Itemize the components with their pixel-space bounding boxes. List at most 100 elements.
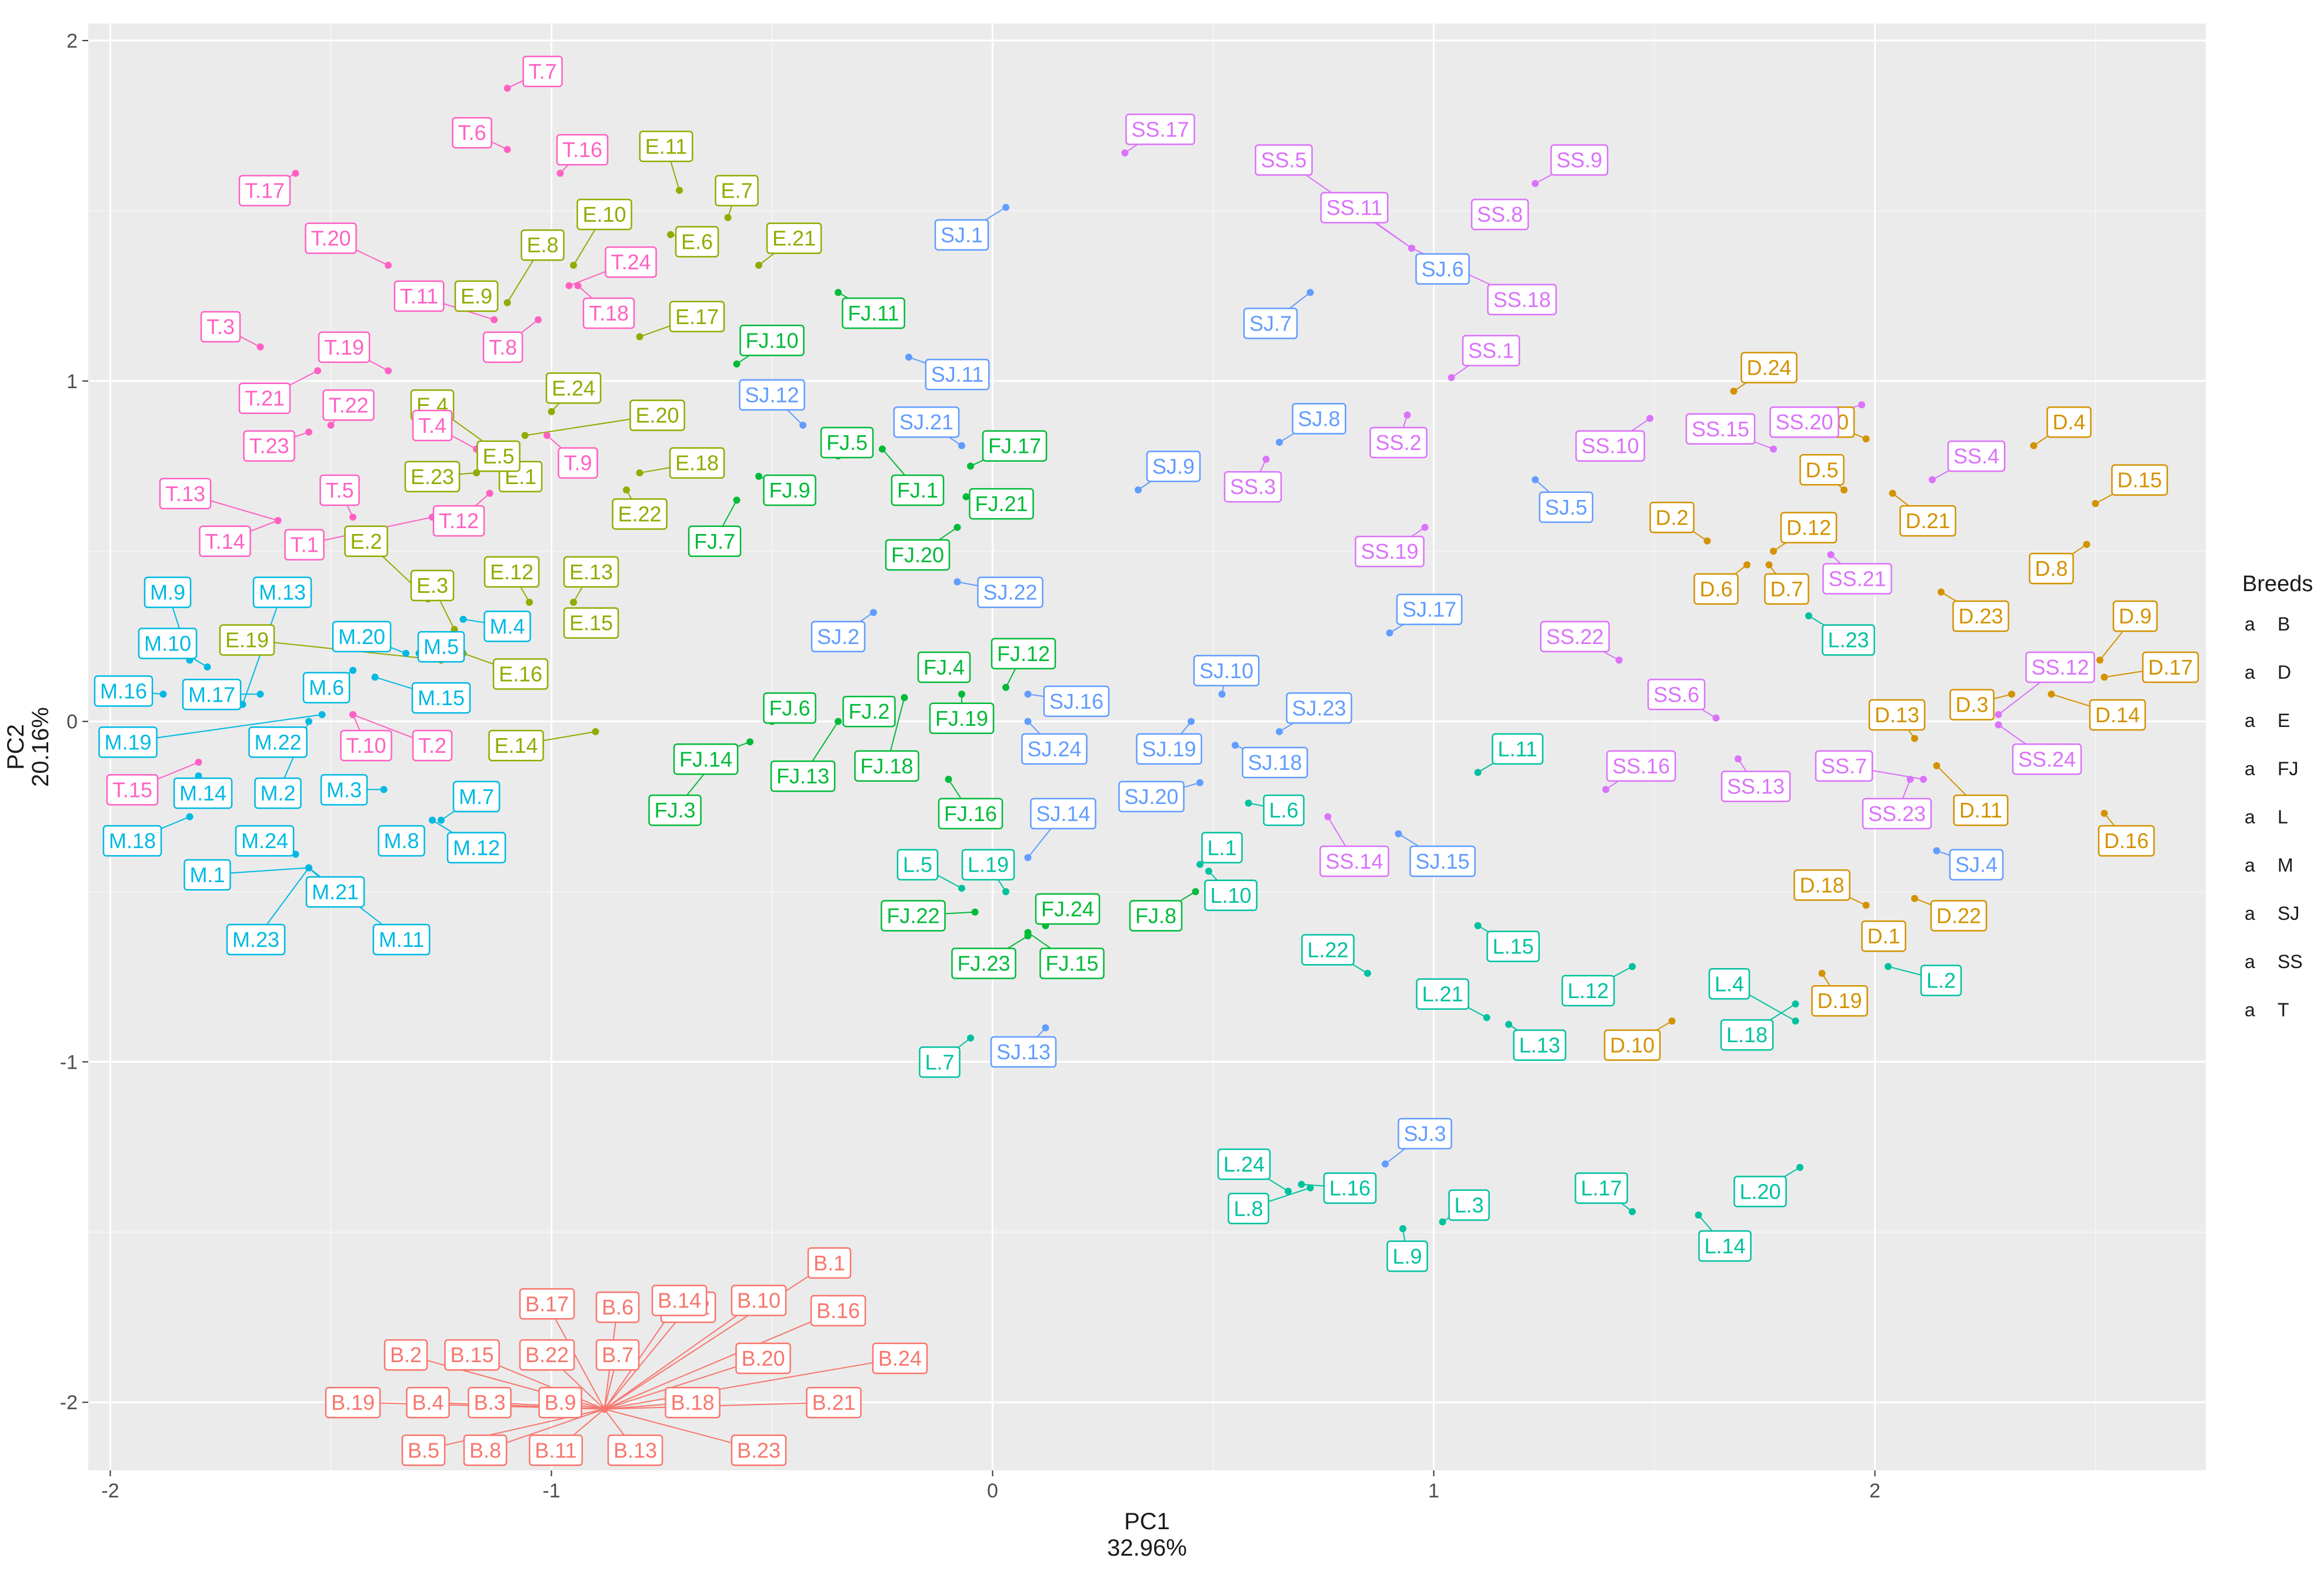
label-box	[1396, 593, 1463, 625]
data-point	[1042, 1024, 1049, 1032]
label-text: B.11	[535, 1438, 576, 1462]
label-text: M.24	[241, 829, 288, 853]
data-point	[636, 469, 643, 477]
data-point	[967, 1034, 974, 1042]
label-text: FJ.20	[891, 543, 944, 567]
label-text: D.15	[2117, 468, 2162, 492]
label-text: SS.21	[1828, 566, 1886, 591]
label-box	[885, 539, 951, 571]
data-point	[1703, 537, 1711, 545]
sample-label: D.6	[1693, 573, 1739, 605]
sample-label: L.15	[1486, 930, 1540, 962]
sample-label: M.7	[452, 780, 501, 813]
label-box	[144, 576, 192, 608]
label-box	[917, 651, 971, 683]
label-box	[406, 1386, 450, 1419]
label-box	[1811, 985, 1868, 1017]
label-box	[1471, 198, 1529, 231]
label-box	[810, 1295, 866, 1327]
sample-label: SJ.23	[1286, 692, 1352, 724]
label-text: B.7	[602, 1343, 633, 1367]
label-text: E.21	[772, 226, 816, 251]
data-point	[548, 408, 555, 415]
label-text: E.6	[681, 229, 713, 253]
label-box	[401, 1434, 446, 1466]
sample-label: FJ.14	[673, 743, 739, 775]
data-point	[755, 261, 762, 269]
label-text: D.22	[1936, 904, 1981, 928]
label-text: M.23	[232, 928, 279, 952]
data-point	[491, 316, 498, 323]
data-point	[835, 289, 842, 296]
label-text: T.24	[611, 250, 651, 274]
data-point	[2096, 656, 2103, 664]
sample-label: B.6	[595, 1291, 640, 1323]
data-point	[1408, 245, 1415, 252]
label-text: B.17	[525, 1292, 569, 1316]
label-text: L.21	[1422, 982, 1463, 1006]
legend-title: Breeds	[2242, 572, 2313, 596]
sample-label: B.22	[519, 1339, 575, 1371]
label-box	[538, 1386, 582, 1419]
label-box	[1242, 746, 1308, 779]
data-point	[544, 432, 551, 439]
data-point	[1002, 203, 1009, 211]
sample-label: FJ.16	[938, 798, 1003, 830]
label-box	[184, 859, 231, 891]
label-box	[452, 116, 492, 149]
data-point	[1024, 718, 1032, 725]
data-point	[2092, 500, 2099, 508]
label-text: E.23	[411, 465, 454, 489]
sample-label: L.4	[1708, 968, 1750, 1000]
data-point	[349, 513, 356, 521]
sample-label: SS.4	[1947, 440, 2006, 472]
data-point	[601, 1405, 608, 1413]
label-text: L.20	[1739, 1179, 1780, 1203]
sample-label: L.13	[1513, 1029, 1566, 1061]
label-box	[1741, 352, 1798, 383]
label-text: L.4	[1715, 972, 1744, 996]
label-box	[582, 297, 635, 329]
legend-key: a	[2245, 758, 2255, 779]
sample-label: SS.18	[1487, 283, 1557, 316]
data-point	[667, 231, 674, 238]
label-text: T.10	[346, 733, 386, 758]
label-text: D.7	[1770, 577, 1803, 601]
label-box	[1386, 1240, 1428, 1272]
data-point	[733, 496, 741, 504]
label-box	[648, 794, 702, 826]
label-box	[305, 222, 357, 254]
sample-label: L.3	[1448, 1189, 1490, 1221]
sample-label: SJ.3	[1398, 1117, 1452, 1150]
label-box	[934, 219, 989, 251]
data-point	[724, 213, 732, 221]
sample-label: FJ.3	[648, 794, 702, 826]
label-box	[1799, 454, 1845, 486]
label-text: M.16	[100, 679, 147, 703]
sample-label: SJ.1	[934, 219, 989, 251]
label-text: SS.1	[1468, 339, 1514, 363]
label-box	[372, 923, 431, 956]
label-box	[731, 1285, 787, 1316]
label-box	[1118, 780, 1185, 813]
data-point	[1906, 775, 1914, 783]
label-text: B.18	[671, 1390, 714, 1414]
label-text: FJ.3	[654, 798, 695, 822]
label-text: T.22	[328, 393, 368, 417]
sample-label: B.9	[538, 1386, 582, 1419]
leader-line	[128, 714, 322, 743]
label-box	[2046, 406, 2092, 438]
label-text: L.11	[1498, 737, 1537, 761]
sample-label: T.14	[199, 525, 251, 558]
label-box	[715, 175, 759, 206]
label-box	[1204, 879, 1258, 912]
label-box	[182, 679, 242, 710]
label-text: D.1	[1867, 924, 1900, 948]
data-point	[1196, 779, 1203, 786]
label-text: E.20	[635, 403, 679, 428]
label-box	[248, 726, 308, 758]
data-point	[958, 442, 965, 449]
label-box	[432, 505, 485, 537]
data-point	[380, 786, 388, 793]
sample-label: L.12	[1561, 975, 1615, 1007]
